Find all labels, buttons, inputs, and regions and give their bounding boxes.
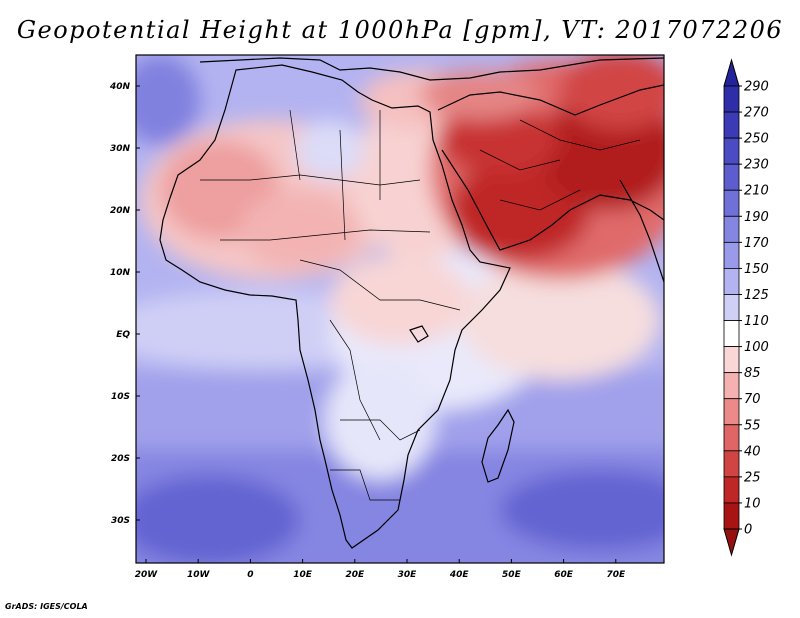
- colorbar-segment: [723, 476, 740, 504]
- colorbar-segment: [723, 137, 740, 165]
- colorbar-top-arrow: [723, 58, 740, 87]
- colorbar-label: 0: [744, 523, 752, 538]
- lon-tick-label: 20W: [135, 570, 159, 580]
- colorbar-label: 230: [744, 158, 769, 173]
- lon-tick-label: 20E: [345, 570, 365, 580]
- arabia-outline: [437, 84, 664, 251]
- colorbar-label: 270: [744, 106, 769, 121]
- colorbar-segment: [723, 163, 740, 191]
- lat-tick-label: EQ: [116, 330, 130, 340]
- colorbar-segment: [723, 398, 740, 426]
- colorbar-segment: [723, 450, 740, 478]
- colorbar-segment: [723, 346, 740, 374]
- colorbar-label: 40: [744, 444, 761, 459]
- colorbar-label: 125: [744, 288, 769, 303]
- colorbar-segment: [723, 85, 740, 113]
- colorbar-label: 70: [744, 392, 761, 407]
- coastlines: [159, 57, 664, 549]
- colorbar: 2902702502302101901701501251101008570554…: [723, 58, 769, 557]
- lat-tick-label: 40N: [109, 82, 131, 92]
- india-outline: [619, 179, 664, 283]
- colorbar-label: 110: [744, 314, 769, 329]
- colorbar-label: 85: [744, 366, 761, 381]
- colorbar-bottom-arrow: [723, 528, 740, 557]
- map-frame: [135, 54, 665, 564]
- chart-title: Geopotential Height at 1000hPa [gpm], VT…: [16, 16, 784, 44]
- lon-tick-label: 70E: [606, 570, 626, 580]
- colorbar-label: 190: [744, 210, 769, 225]
- lon-tick-label: 60E: [554, 570, 574, 580]
- lon-tick-label: 50E: [502, 570, 522, 580]
- colorbar-segment: [723, 268, 740, 295]
- colorbar-label: 150: [744, 262, 769, 277]
- colorbar-segment: [723, 189, 740, 217]
- lat-tick-label: 20S: [111, 454, 130, 464]
- colorbar-segment: [723, 502, 740, 530]
- lon-tick-label: 10E: [293, 570, 313, 580]
- colorbar-label: 290: [744, 80, 769, 95]
- borders: [200, 109, 641, 501]
- colorbar-label: 25: [744, 470, 761, 485]
- colorbar-label: 250: [744, 132, 769, 147]
- lon-tick-label: 10W: [187, 570, 211, 580]
- colorbar-segment: [723, 241, 740, 269]
- colorbar-segment: [723, 424, 740, 452]
- colorbar-segment: [723, 111, 740, 139]
- lat-axis: 40N 30N 20N 10N EQ 10S 20S 30S: [109, 82, 140, 526]
- colorbar-label: 100: [744, 340, 769, 355]
- colorbar-segment: [723, 215, 740, 243]
- colorbar-segment: [723, 294, 740, 321]
- lat-tick-label: 20N: [110, 206, 131, 216]
- lon-tick-label: 30E: [398, 570, 418, 580]
- colorbar-label: 10: [744, 496, 761, 511]
- lon-tick-label: 0: [247, 570, 253, 580]
- lat-tick-label: 30S: [111, 516, 130, 526]
- colorbar-segment: [723, 372, 740, 400]
- lon-tick-label: 40E: [449, 570, 470, 580]
- lat-tick-label: 10S: [111, 392, 130, 402]
- colorbar-label: 170: [744, 236, 769, 251]
- colorbar-segment: [723, 320, 740, 347]
- colorbar-label: 55: [744, 418, 761, 433]
- lon-axis: 20W 10W 0 10E 20E 30E 40E 50E 60E 70E: [135, 559, 626, 580]
- lake-victoria-outline: [409, 325, 429, 343]
- madagascar-outline: [481, 408, 515, 483]
- lat-tick-label: 10N: [110, 268, 131, 278]
- europe-outline: [199, 57, 664, 81]
- africa-outline: [159, 64, 511, 549]
- lat-tick-label: 30N: [110, 144, 131, 154]
- height-field: [136, 55, 664, 563]
- credit-label: GrADS: IGES/COLA: [5, 602, 88, 611]
- colorbar-label: 210: [744, 184, 769, 199]
